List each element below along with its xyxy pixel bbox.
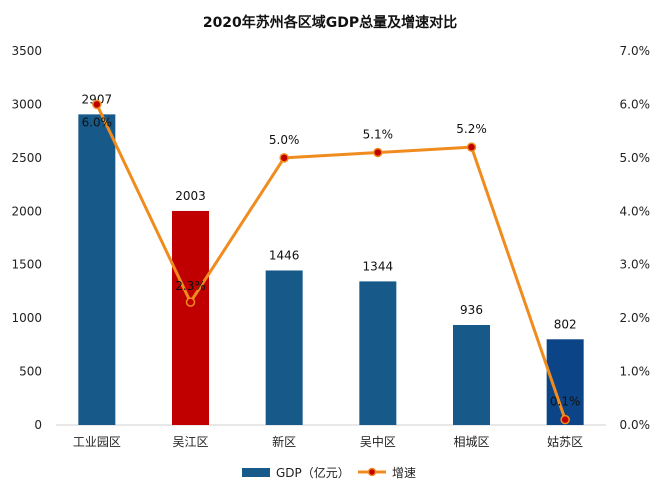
legend-growth-marker — [367, 467, 377, 477]
category-label: 相城区 — [453, 435, 489, 449]
growth-point — [560, 414, 570, 425]
category-label: 吴中区 — [360, 434, 396, 449]
category-label: 姑苏区 — [547, 435, 583, 449]
left-axis-tick-label: 3500 — [11, 44, 42, 58]
right-axis-tick-label: 7.0% — [620, 44, 651, 58]
left-axis-tick-label: 500 — [19, 365, 42, 379]
legend-growth-label: 增速 — [392, 466, 416, 480]
gdp-data-label: 802 — [554, 317, 577, 331]
left-axis: 0 500 1000 1500 2000 2500 3000 3500 — [11, 44, 42, 432]
right-axis-tick-label: 1.0% — [620, 365, 651, 379]
gdp-data-label: 1344 — [363, 259, 394, 273]
growth-point — [373, 147, 383, 158]
legend-gdp-swatch — [242, 468, 270, 477]
category-labels: 工业园区 吴江区 新区 吴中区 相城区 姑苏区 — [73, 434, 583, 449]
gdp-data-label: 2907 — [82, 92, 113, 106]
gdp-bar — [453, 324, 490, 425]
gdp-data-label: 936 — [460, 303, 483, 317]
growth-point — [466, 142, 477, 152]
left-axis-tick-label: 1500 — [11, 258, 42, 272]
gdp-bar — [265, 270, 303, 425]
gdp-bar — [359, 281, 397, 425]
right-axis-tick-label: 2.0% — [620, 311, 651, 325]
right-axis: 0.0% 1.0% 2.0% 3.0% 4.0% 5.0% 6.0% 7.0% — [620, 44, 651, 432]
growth-point — [279, 153, 289, 163]
right-axis-tick-label: 0.0% — [620, 418, 651, 432]
right-axis-tick-label: 5.0% — [620, 151, 651, 165]
right-axis-tick-label: 3.0% — [620, 258, 651, 272]
gdp-data-label: 2003 — [175, 189, 206, 203]
right-axis-tick-label: 4.0% — [620, 204, 651, 218]
category-label: 新区 — [272, 434, 296, 449]
chart-title: 2020年苏州各区域GDP总量及增速对比 — [203, 14, 457, 31]
growth-data-label: 0.1% — [550, 395, 581, 409]
legend: GDP（亿元） 增速 — [242, 465, 416, 480]
legend-gdp-label: GDP（亿元） — [276, 465, 350, 480]
bar-series — [78, 114, 584, 426]
left-axis-tick-label: 2000 — [11, 204, 42, 218]
growth-data-label: 2.3% — [175, 279, 206, 293]
gdp-bar — [78, 114, 116, 426]
left-axis-tick-label: 2500 — [11, 151, 42, 165]
growth-data-label: 5.1% — [363, 128, 394, 142]
gdp-bar — [172, 210, 209, 425]
growth-point — [92, 99, 102, 110]
gdp-data-label: 1446 — [269, 248, 300, 262]
growth-point — [185, 297, 196, 307]
growth-line-series — [92, 99, 570, 425]
growth-data-label: 5.0% — [269, 133, 300, 147]
left-axis-tick-label: 0 — [34, 418, 42, 432]
growth-data-label: 5.2% — [456, 122, 487, 136]
right-axis-tick-label: 6.0% — [620, 97, 651, 111]
bar-data-labels: 2907 2003 1446 1344 936 802 — [82, 92, 577, 331]
category-label: 吴江区 — [172, 435, 208, 449]
category-label: 工业园区 — [73, 435, 121, 449]
left-axis-tick-label: 1000 — [11, 311, 42, 325]
growth-data-labels: 6.0% 2.3% 5.0% 5.1% 5.2% 0.1% — [82, 115, 581, 408]
left-axis-tick-label: 3000 — [11, 97, 42, 111]
growth-data-label: 6.0% — [82, 115, 113, 129]
growth-line — [95, 103, 567, 421]
